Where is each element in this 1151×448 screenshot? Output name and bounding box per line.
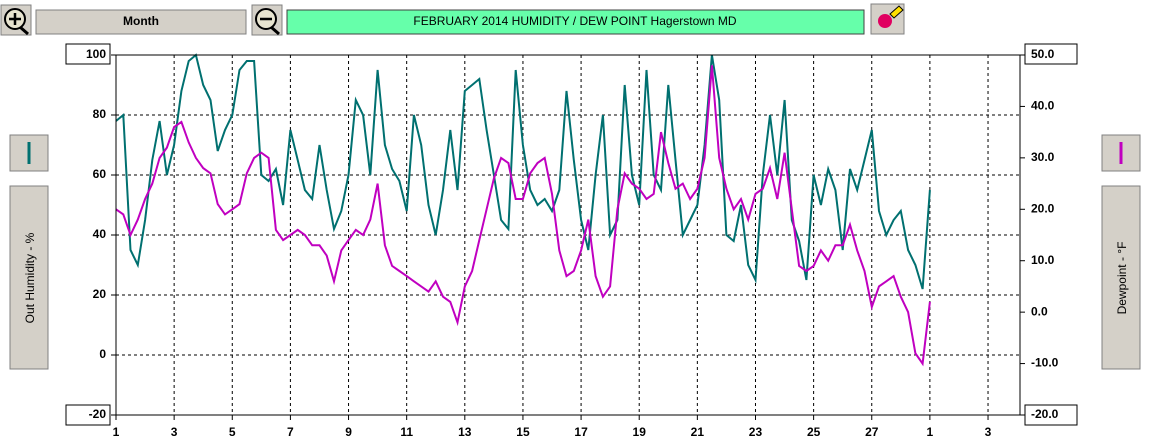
x-tick-label: 23	[749, 425, 763, 439]
y-tick-label: 20	[93, 287, 107, 301]
y-tick-label: 0	[99, 347, 106, 361]
x-tick-label: 3	[985, 425, 992, 439]
y2-tick-label: 10.0	[1031, 253, 1055, 267]
y2-tick-label: 20.0	[1031, 201, 1055, 215]
plot-border	[115, 54, 1021, 416]
y2-tick-label: -20.0	[1031, 407, 1059, 421]
tick-box	[1024, 43, 1078, 65]
y2-tick-label: 0.0	[1031, 304, 1048, 318]
y2-axis-label: Dewpoint - °F	[1115, 242, 1129, 315]
x-tick-label: 5	[229, 425, 236, 439]
period-label: Month	[123, 14, 159, 28]
x-tick-label: 19	[633, 425, 647, 439]
x-tick-label: 21	[691, 425, 705, 439]
tick-box	[65, 43, 111, 65]
humidity-legend-button[interactable]	[9, 134, 49, 172]
y2-tick-label: -10.0	[1031, 356, 1059, 370]
chart-title: FEBRUARY 2014 HUMIDITY / DEW POINT Hager…	[413, 14, 737, 28]
y2-tick-label: 50.0	[1031, 47, 1055, 61]
x-tick-label: 3	[171, 425, 178, 439]
left-axis-label-box	[9, 185, 49, 370]
x-tick-label: 17	[574, 425, 588, 439]
x-tick-label: 1	[113, 425, 120, 439]
y-tick-label: -20	[89, 407, 107, 421]
x-tick-label: 9	[345, 425, 352, 439]
x-tick-label: 25	[807, 425, 821, 439]
x-tick-label: 7	[287, 425, 294, 439]
x-tick-label: 15	[516, 425, 530, 439]
y-tick-label: 100	[86, 47, 106, 61]
y-axis-label: Out Humidity - %	[23, 232, 37, 323]
zoom-in-button[interactable]	[0, 4, 32, 36]
x-tick-label: 1	[927, 425, 934, 439]
y2-tick-label: 40.0	[1031, 99, 1055, 113]
x-tick-label: 13	[458, 425, 472, 439]
x-tick-label: 11	[400, 425, 413, 439]
y-tick-label: 60	[93, 167, 107, 181]
title-box	[286, 9, 865, 35]
series-line	[115, 65, 931, 367]
right-axis-label-box	[1101, 185, 1141, 370]
zoom-out-button[interactable]	[251, 4, 283, 36]
y-tick-label: 80	[93, 107, 107, 121]
dewpoint-legend-button[interactable]	[1101, 134, 1141, 172]
x-tick-label: 27	[865, 425, 879, 439]
period-button[interactable]: Month	[35, 9, 247, 35]
y-tick-label: 40	[93, 227, 107, 241]
tick-box	[65, 404, 111, 426]
options-button[interactable]	[870, 3, 905, 35]
y2-tick-label: 30.0	[1031, 150, 1055, 164]
